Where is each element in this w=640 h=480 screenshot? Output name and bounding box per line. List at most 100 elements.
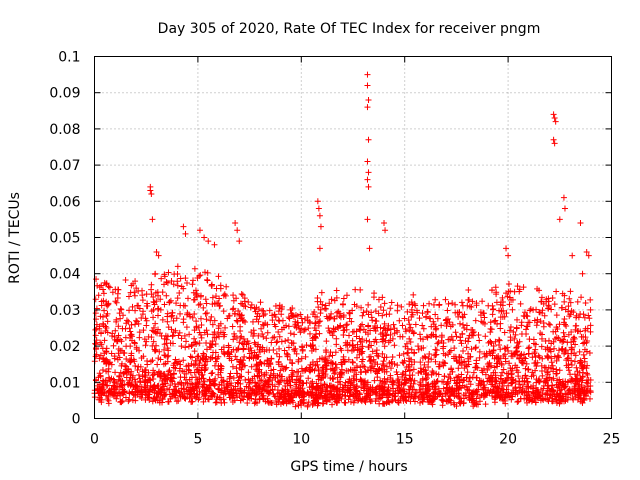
data-point bbox=[245, 394, 252, 401]
data-point bbox=[146, 391, 153, 398]
data-point bbox=[496, 391, 503, 398]
data-point bbox=[533, 322, 540, 329]
data-point bbox=[507, 323, 514, 330]
data-point bbox=[420, 302, 427, 309]
data-point bbox=[365, 301, 372, 308]
data-point bbox=[123, 343, 130, 350]
data-point bbox=[184, 380, 191, 387]
data-point bbox=[516, 378, 523, 385]
data-point bbox=[354, 341, 361, 348]
data-point bbox=[349, 337, 356, 344]
data-point bbox=[214, 355, 221, 362]
data-point bbox=[424, 308, 431, 315]
data-point bbox=[395, 390, 402, 397]
data-point bbox=[263, 335, 270, 342]
data-point bbox=[405, 317, 412, 324]
data-point bbox=[153, 248, 160, 255]
data-point bbox=[509, 393, 516, 400]
data-point bbox=[374, 324, 381, 331]
data-point bbox=[420, 366, 427, 373]
data-point bbox=[162, 380, 169, 387]
data-point bbox=[180, 316, 187, 323]
data-point bbox=[466, 332, 473, 339]
data-point bbox=[433, 333, 440, 340]
data-point bbox=[524, 313, 531, 320]
data-point bbox=[553, 357, 560, 364]
data-point bbox=[406, 355, 413, 362]
data-point bbox=[580, 351, 587, 358]
data-point bbox=[194, 366, 201, 373]
data-point bbox=[535, 377, 542, 384]
data-point bbox=[476, 337, 483, 344]
data-point bbox=[218, 363, 225, 370]
data-point bbox=[438, 337, 445, 344]
data-point bbox=[164, 358, 171, 365]
data-point bbox=[558, 346, 565, 353]
data-point bbox=[197, 272, 204, 279]
data-point bbox=[501, 313, 508, 320]
data-point bbox=[199, 383, 206, 390]
data-point bbox=[430, 301, 437, 308]
data-point bbox=[329, 384, 336, 391]
data-point bbox=[374, 383, 381, 390]
data-point bbox=[403, 340, 410, 347]
data-point bbox=[508, 380, 515, 387]
data-point bbox=[226, 353, 233, 360]
data-point bbox=[379, 400, 386, 407]
data-point bbox=[412, 321, 419, 328]
data-point bbox=[381, 375, 388, 382]
data-point bbox=[476, 348, 483, 355]
data-point bbox=[481, 381, 488, 388]
data-point bbox=[245, 299, 252, 306]
data-point bbox=[329, 332, 336, 339]
data-point bbox=[154, 390, 161, 397]
data-point bbox=[282, 389, 289, 396]
data-point bbox=[234, 394, 241, 401]
data-point bbox=[209, 369, 216, 376]
data-point bbox=[237, 358, 244, 365]
data-point bbox=[560, 319, 567, 326]
data-point bbox=[159, 395, 166, 402]
data-point bbox=[327, 349, 334, 356]
data-point bbox=[156, 348, 163, 355]
data-point bbox=[245, 369, 252, 376]
data-point bbox=[554, 354, 561, 361]
data-point bbox=[166, 299, 173, 306]
data-point bbox=[123, 366, 130, 373]
data-point bbox=[425, 364, 432, 371]
data-point bbox=[242, 376, 249, 383]
data-point bbox=[152, 348, 159, 355]
data-point bbox=[312, 320, 319, 327]
data-point bbox=[270, 372, 277, 379]
data-point bbox=[445, 374, 452, 381]
data-point bbox=[440, 345, 447, 352]
data-point bbox=[217, 367, 224, 374]
data-point bbox=[408, 299, 415, 306]
data-point bbox=[282, 337, 289, 344]
data-point bbox=[525, 366, 532, 373]
data-point bbox=[270, 391, 277, 398]
data-point bbox=[431, 389, 438, 396]
data-point bbox=[379, 360, 386, 367]
data-point bbox=[465, 350, 472, 357]
data-point bbox=[488, 287, 495, 294]
data-point bbox=[277, 367, 284, 374]
data-point bbox=[189, 314, 196, 321]
data-point bbox=[367, 327, 374, 334]
data-point bbox=[208, 388, 215, 395]
data-point bbox=[432, 296, 439, 303]
data-point bbox=[117, 315, 124, 322]
data-point bbox=[563, 362, 570, 369]
data-point bbox=[576, 348, 583, 355]
data-point bbox=[492, 377, 499, 384]
data-point bbox=[482, 401, 489, 408]
data-point bbox=[440, 379, 447, 386]
data-point bbox=[534, 319, 541, 326]
data-point bbox=[488, 326, 495, 333]
data-point bbox=[457, 395, 464, 402]
data-point bbox=[334, 399, 341, 406]
data-point bbox=[413, 307, 420, 314]
data-point bbox=[150, 294, 157, 301]
data-point bbox=[423, 333, 430, 340]
data-point bbox=[383, 363, 390, 370]
